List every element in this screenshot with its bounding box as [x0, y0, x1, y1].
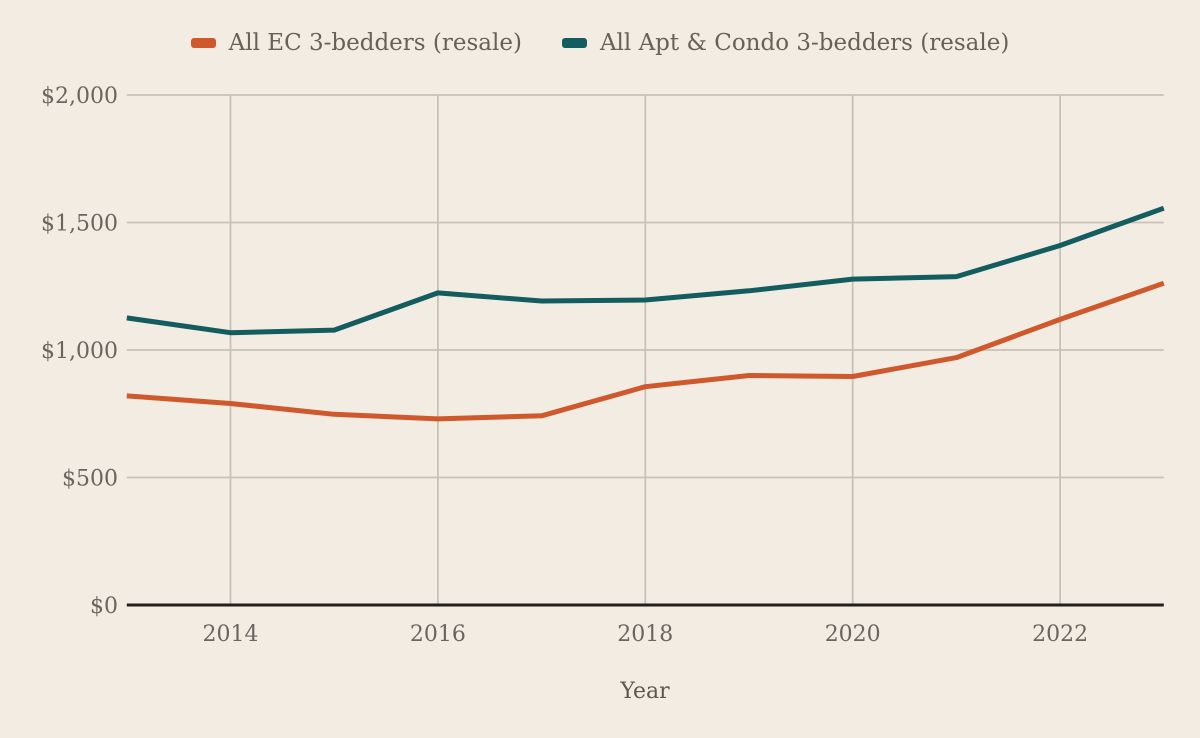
legend-item-ec: All EC 3-bedders (resale) — [190, 30, 522, 56]
legend-item-apt-condo: All Apt & Condo 3-bedders (resale) — [561, 30, 1010, 56]
series-lines — [126, 205, 1165, 422]
legend-swatch-ec-icon — [190, 38, 216, 48]
x-axis-title: Year — [619, 679, 670, 704]
legend-label-apt-condo: All Apt & Condo 3-bedders (resale) — [599, 30, 1010, 56]
series-line-0 — [126, 280, 1165, 422]
y-tick-label: $0 — [90, 594, 118, 619]
legend-label-ec: All EC 3-bedders (resale) — [228, 30, 522, 56]
x-tick-label: 2018 — [617, 622, 673, 647]
y-tick-label: $2,000 — [41, 84, 118, 109]
y-tick-label: $500 — [62, 467, 118, 492]
legend-swatch-apt-condo-icon — [561, 38, 587, 48]
y-tick-label: $1,500 — [41, 212, 118, 237]
x-tick-label: 2022 — [1032, 622, 1088, 647]
gridlines — [126, 94, 1164, 605]
x-tick-label: 2016 — [410, 622, 466, 647]
axis-labels: $0 $500 $1,000 $1,500 $2,000 2014 2016 2018 2020… — [41, 84, 1088, 647]
chart-legend: All EC 3-bedders (resale) All Apt & Cond… — [0, 30, 1200, 56]
series-line-1 — [126, 205, 1165, 336]
y-tick-label: $1,000 — [41, 339, 118, 364]
x-tick-label: 2020 — [825, 622, 881, 647]
x-tick-label: 2014 — [203, 622, 259, 647]
